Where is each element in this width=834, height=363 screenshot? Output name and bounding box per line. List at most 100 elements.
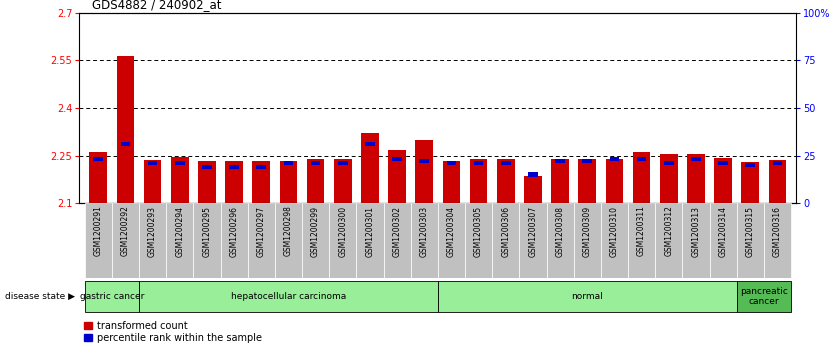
Bar xyxy=(275,203,302,278)
Bar xyxy=(279,161,297,203)
Text: GSM1200298: GSM1200298 xyxy=(284,205,293,256)
Bar xyxy=(465,203,492,278)
Bar xyxy=(582,159,592,163)
Text: GSM1200291: GSM1200291 xyxy=(93,205,103,256)
Bar xyxy=(139,203,166,278)
Text: hepatocellular carcinoma: hepatocellular carcinoma xyxy=(231,292,346,301)
Text: normal: normal xyxy=(571,292,603,301)
Bar xyxy=(389,150,406,203)
Text: GSM1200309: GSM1200309 xyxy=(583,205,592,257)
Bar xyxy=(256,165,266,169)
Bar xyxy=(420,159,430,163)
Bar xyxy=(605,159,623,203)
Bar xyxy=(446,161,456,165)
Bar xyxy=(356,203,384,278)
Bar xyxy=(746,163,755,167)
Bar xyxy=(574,203,600,278)
Bar xyxy=(633,152,651,203)
Text: GSM1200310: GSM1200310 xyxy=(610,205,619,257)
Text: GSM1200308: GSM1200308 xyxy=(555,205,565,257)
Bar xyxy=(636,157,646,161)
Bar xyxy=(248,203,275,278)
Text: GSM1200296: GSM1200296 xyxy=(229,205,239,257)
Bar xyxy=(520,203,546,278)
Bar xyxy=(139,281,438,312)
Bar xyxy=(579,159,596,203)
Text: GSM1200292: GSM1200292 xyxy=(121,205,130,256)
Text: disease state ▶: disease state ▶ xyxy=(5,292,75,301)
Bar xyxy=(307,159,324,203)
Bar xyxy=(361,133,379,203)
Bar xyxy=(193,203,220,278)
Bar xyxy=(656,203,682,278)
Bar xyxy=(175,161,184,165)
Text: GSM1200302: GSM1200302 xyxy=(393,205,402,257)
Bar xyxy=(438,203,465,278)
Bar xyxy=(253,161,270,203)
Bar xyxy=(682,203,710,278)
Bar xyxy=(610,157,620,161)
Bar xyxy=(143,160,162,203)
Text: GSM1200299: GSM1200299 xyxy=(311,205,320,257)
Bar xyxy=(198,161,216,203)
Bar xyxy=(497,159,515,203)
Bar xyxy=(85,203,112,278)
Bar xyxy=(736,203,764,278)
Bar xyxy=(202,165,212,169)
Bar xyxy=(112,203,139,278)
Bar xyxy=(171,157,188,203)
Bar xyxy=(555,159,565,163)
Bar xyxy=(769,160,786,203)
Text: GSM1200314: GSM1200314 xyxy=(719,205,727,257)
Bar xyxy=(225,161,243,203)
Bar xyxy=(741,162,759,203)
Bar xyxy=(736,281,791,312)
Bar xyxy=(329,203,356,278)
Bar xyxy=(501,161,510,165)
Bar xyxy=(718,161,728,165)
Bar xyxy=(392,157,402,161)
Bar xyxy=(384,203,410,278)
Text: GSM1200304: GSM1200304 xyxy=(447,205,456,257)
Bar xyxy=(551,159,569,203)
Bar xyxy=(660,154,677,203)
Text: GSM1200295: GSM1200295 xyxy=(203,205,212,257)
Bar xyxy=(772,161,782,165)
Bar xyxy=(524,176,542,203)
Bar xyxy=(764,203,791,278)
Bar xyxy=(410,203,438,278)
Text: GSM1200315: GSM1200315 xyxy=(746,205,755,257)
Bar xyxy=(470,159,487,203)
Text: GSM1200305: GSM1200305 xyxy=(474,205,483,257)
Bar xyxy=(365,142,374,146)
Text: GSM1200300: GSM1200300 xyxy=(339,205,347,257)
Legend: transformed count, percentile rank within the sample: transformed count, percentile rank withi… xyxy=(84,321,262,343)
Bar xyxy=(334,159,352,203)
Bar xyxy=(302,203,329,278)
Bar xyxy=(117,56,134,203)
Text: GSM1200293: GSM1200293 xyxy=(148,205,157,257)
Bar xyxy=(628,203,656,278)
Text: pancreatic
cancer: pancreatic cancer xyxy=(740,287,788,306)
Bar xyxy=(166,203,193,278)
Bar xyxy=(687,154,705,203)
Text: GDS4882 / 240902_at: GDS4882 / 240902_at xyxy=(92,0,221,11)
Bar xyxy=(443,161,460,203)
Bar xyxy=(664,161,674,165)
Bar xyxy=(85,281,139,312)
Text: GSM1200303: GSM1200303 xyxy=(420,205,429,257)
Bar xyxy=(121,142,130,146)
Text: GSM1200311: GSM1200311 xyxy=(637,205,646,256)
Text: GSM1200316: GSM1200316 xyxy=(773,205,782,257)
Bar xyxy=(220,203,248,278)
Bar xyxy=(546,203,574,278)
Text: GSM1200301: GSM1200301 xyxy=(365,205,374,257)
Bar xyxy=(148,161,158,165)
Bar xyxy=(710,203,736,278)
Bar xyxy=(474,161,484,165)
Text: GSM1200312: GSM1200312 xyxy=(664,205,673,256)
Text: GSM1200307: GSM1200307 xyxy=(529,205,537,257)
Bar xyxy=(284,161,294,165)
Bar xyxy=(600,203,628,278)
Bar xyxy=(528,172,538,176)
